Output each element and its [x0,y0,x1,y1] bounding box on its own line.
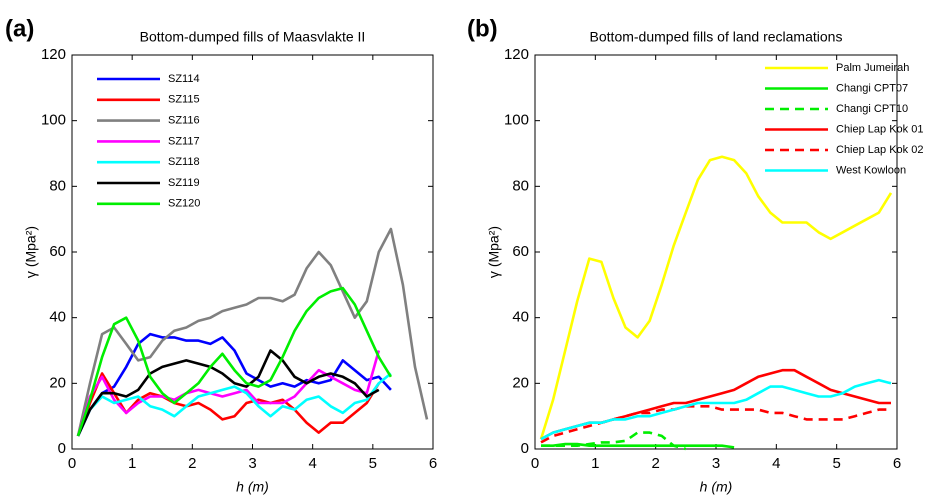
legend-label: SZ116 [168,115,200,127]
data-line [76,349,380,437]
x-tick-label: 3 [712,455,720,472]
y-tick-label: 60 [49,243,66,260]
y-tick-label: 0 [58,440,66,457]
legend-label: SZ119 [168,177,200,189]
data-line [540,405,891,444]
y-tick-label: 40 [512,309,529,326]
legend-label: SZ114 [168,73,200,85]
y-axis-label: γ (Mpa²) [486,226,502,278]
data-line [76,350,381,437]
x-axis-label: h (m) [700,479,733,495]
x-tick-label: 6 [893,455,901,472]
panel-label: (b) [467,15,498,42]
data-line [76,227,429,437]
data-line [541,431,687,451]
y-tick-label: 20 [512,374,529,391]
y-axis-label: γ (Mpa²) [23,226,39,278]
legend-label: SZ117 [168,135,200,147]
x-tick-label: 2 [651,455,659,472]
x-tick-label: 6 [429,455,437,472]
x-axis-label: h (m) [236,479,269,495]
y-tick-label: 0 [521,440,529,457]
y-tick-label: 80 [49,177,66,194]
x-tick-label: 3 [248,455,256,472]
data-line [76,372,380,437]
y-tick-label: 120 [41,46,66,63]
panel-label: (a) [5,15,34,42]
data-line [76,332,392,437]
legend-label: Chiep Lap Kok 02 [836,144,923,156]
legend-label: SZ115 [168,94,200,106]
data-line [76,372,392,437]
y-tick-label: 80 [512,177,529,194]
x-tick-label: 2 [188,455,196,472]
chart-title: Bottom-dumped fills of land reclamations [590,29,843,45]
y-tick-label: 100 [504,112,529,129]
legend-label: SZ118 [168,156,200,168]
data-line [540,368,891,441]
legend-label: Chiep Lap Kok 01 [836,123,923,135]
x-tick-label: 1 [128,455,136,472]
x-tick-label: 0 [531,455,539,472]
x-tick-label: 4 [772,455,780,472]
legend-label: Changi CPT10 [836,103,908,115]
legend-label: West Kowloon [836,164,906,176]
legend-label: Palm Jumeirah [836,62,909,74]
x-tick-label: 5 [369,455,377,472]
data-line [76,286,393,437]
data-line [540,378,892,441]
y-tick-label: 120 [504,46,529,63]
y-tick-label: 60 [512,243,529,260]
data-line [541,442,735,449]
y-tick-label: 40 [49,309,66,326]
x-tick-label: 0 [68,455,76,472]
data-line [539,155,893,440]
chart-title: Bottom-dumped fills of Maasvlakte II [140,29,366,45]
x-tick-label: 1 [591,455,599,472]
legend-label: Changi CPT07 [836,82,908,94]
x-tick-label: 5 [832,455,840,472]
y-tick-label: 20 [49,374,66,391]
y-tick-label: 100 [41,112,66,129]
x-tick-label: 4 [308,455,316,472]
legend-label: SZ120 [168,198,200,210]
